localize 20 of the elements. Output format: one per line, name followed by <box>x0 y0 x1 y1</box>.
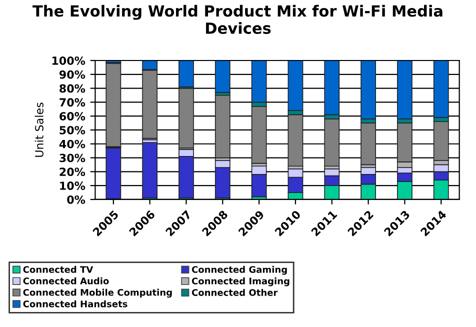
legend-label: Connected Audio <box>23 277 109 284</box>
y-tick-label: 0% <box>67 195 86 204</box>
legend-label: Connected Gaming <box>192 266 287 275</box>
legend-label: Connected Imaging <box>192 277 290 286</box>
y-tick-label: 70% <box>60 98 86 107</box>
y-tick-label: 10% <box>60 182 86 190</box>
y-tick-label: 60% <box>60 112 86 120</box>
y-tick-label: 40% <box>59 140 86 148</box>
legend-label: Connected Other <box>192 288 278 296</box>
chart-title: The Evolving World Product Mix for Wi-Fi Media Devices <box>32 4 442 34</box>
y-tick-label: 100% <box>52 56 86 65</box>
y-tick-label: 50% <box>60 126 86 134</box>
y-axis-title: Unit Sales <box>34 102 44 157</box>
legend-label: Connected Handsets <box>23 300 128 308</box>
legend-label: Connected TV <box>23 266 94 273</box>
y-tick-label: 30% <box>60 154 86 162</box>
y-tick-label: 90% <box>59 70 86 79</box>
legend-label: Connected Mobile Computing <box>23 288 172 298</box>
y-tick-label: 20% <box>60 168 86 176</box>
y-tick-label: 80% <box>60 84 86 93</box>
